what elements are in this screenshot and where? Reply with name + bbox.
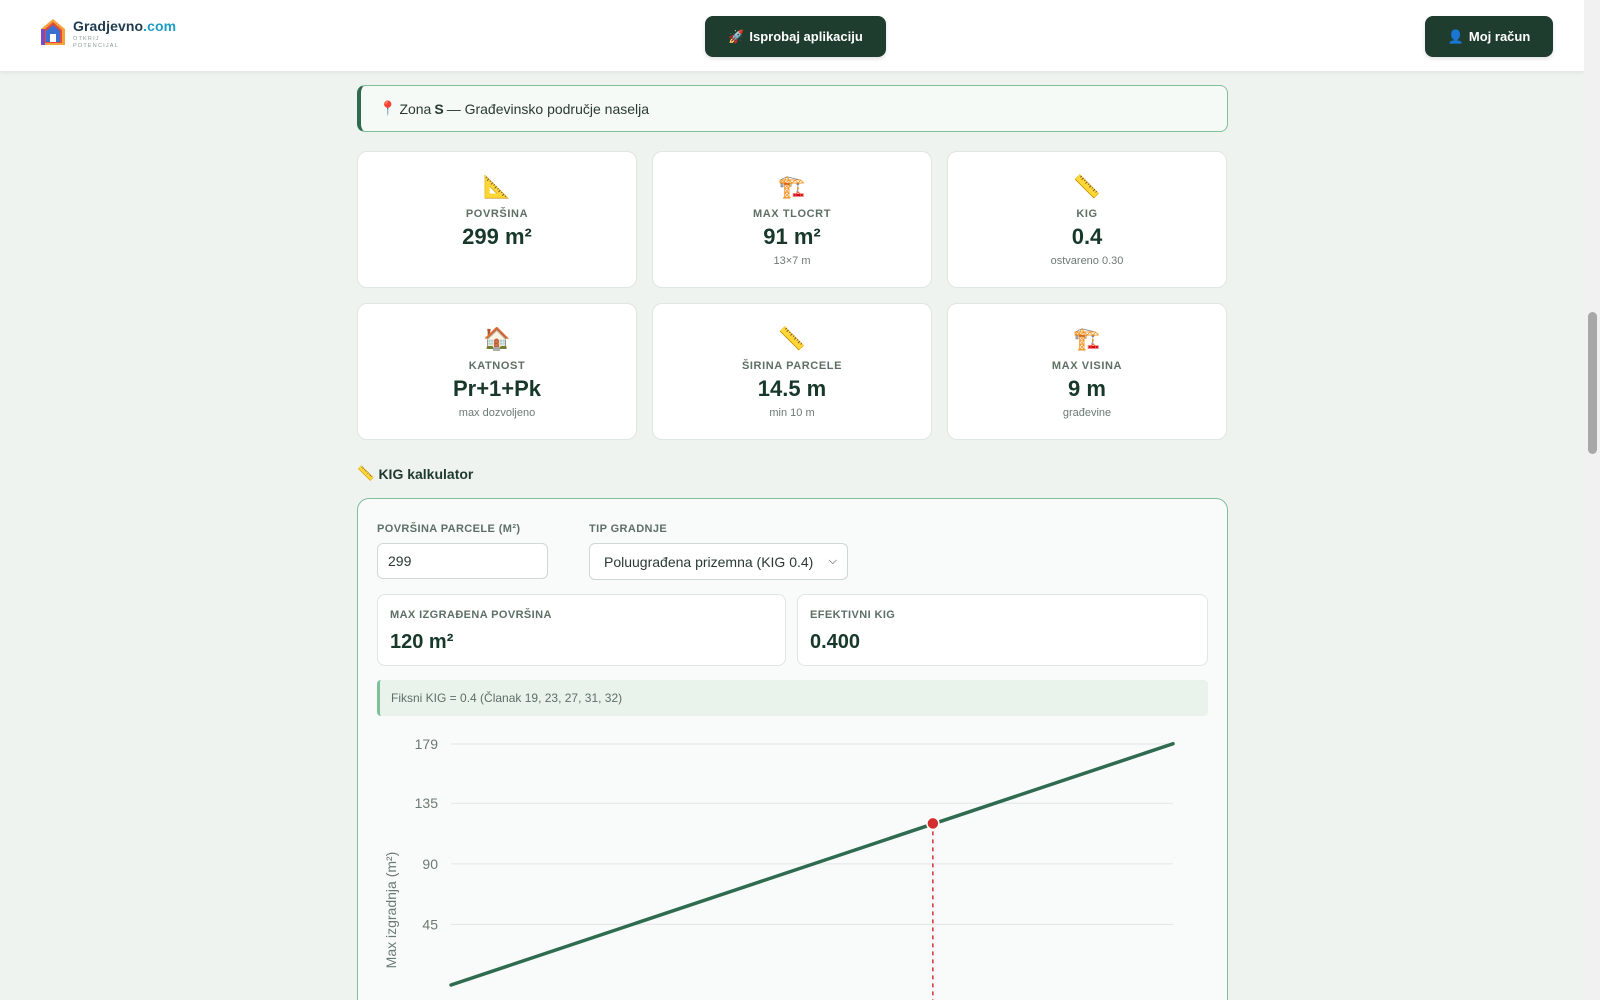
zone-description: — Građevinsko područje naselja bbox=[446, 100, 650, 117]
area-field-label: POVRŠINA PARCELE (M²) bbox=[377, 523, 521, 535]
stat-card-kig: 📏 KIG 0.4 ostvareno 0.30 bbox=[947, 151, 1227, 288]
house-logo-icon bbox=[41, 19, 65, 45]
calculator-title: KIG kalkulator bbox=[378, 465, 474, 482]
building-type-value: Poluugrađena prizemna (KIG 0.4) bbox=[604, 553, 814, 570]
chart-y-tick-label: 135 bbox=[415, 795, 439, 811]
house-icon: 🏠 bbox=[483, 326, 511, 351]
ruler-icon: 📏 bbox=[1073, 174, 1101, 199]
stat-value: 9 m bbox=[1068, 376, 1106, 401]
logo-name: Gradjevno bbox=[73, 18, 144, 34]
top-nav: Gradjevno.com OTKRIJ POTENCIJAL 🚀 Isproba… bbox=[0, 0, 1584, 72]
stat-label: KATNOST bbox=[468, 360, 526, 372]
stat-sub: ostvareno 0.30 bbox=[1050, 255, 1124, 267]
scrollbar-thumb[interactable] bbox=[1588, 312, 1597, 454]
stat-value: 91 m² bbox=[763, 224, 821, 249]
kig-note: Fiksni KIG = 0.4 (Članak 19, 23, 27, 31,… bbox=[377, 680, 1208, 716]
chart-y-tick-label: 45 bbox=[422, 916, 438, 932]
zone-prefix: Zona bbox=[399, 100, 432, 117]
zone-code: S bbox=[434, 100, 444, 117]
stat-label: ŠIRINA PARCELE bbox=[741, 360, 843, 372]
logo-tagline-1: OTKRIJ bbox=[73, 36, 100, 42]
stat-value: 0.4 bbox=[1071, 224, 1103, 249]
chart-marker-point bbox=[926, 816, 940, 831]
area-input[interactable]: 299 bbox=[377, 543, 548, 579]
stat-sub: max dozvoljeno bbox=[458, 407, 536, 419]
logo-domain: .com bbox=[143, 18, 177, 34]
effective-kig-value: 0.400 bbox=[810, 631, 861, 653]
triangle-ruler-icon: 📐 bbox=[483, 174, 511, 199]
calculator-heading: 📏 KIG kalkulator bbox=[357, 465, 473, 482]
kig-calculator: POVRŠINA PARCELE (M²) 299 TIP GRADNJE Po… bbox=[357, 498, 1228, 1000]
chart-series-line bbox=[449, 741, 1175, 987]
rocket-icon: 🚀 bbox=[728, 28, 745, 44]
account-button[interactable]: 👤 Moj račun bbox=[1425, 16, 1553, 57]
stat-sub: građevine bbox=[1062, 407, 1112, 419]
stat-card-area: 📐 POVRŠINA 299 m² bbox=[357, 151, 637, 288]
chart-y-tick-label: 90 bbox=[422, 856, 438, 872]
stat-value: 299 m² bbox=[462, 224, 532, 249]
chart-y-tick-label: 179 bbox=[415, 736, 439, 752]
chart-series bbox=[449, 741, 1175, 987]
stat-card-max-height: 🏗️ MAX VISINA 9 m građevine bbox=[947, 303, 1227, 440]
ruler-icon: 📏 bbox=[778, 326, 806, 351]
user-icon: 👤 bbox=[1447, 28, 1464, 44]
stat-label: MAX VISINA bbox=[1051, 360, 1123, 372]
chart-grid bbox=[451, 743, 1173, 925]
chart-y-ticks: 45 90 135 179 bbox=[415, 736, 439, 932]
stat-sub: min 10 m bbox=[769, 407, 815, 419]
stat-sub: 13×7 m bbox=[773, 255, 811, 267]
logo-tagline-2: POTENCIJAL bbox=[73, 43, 119, 49]
scrollbar-track[interactable] bbox=[1584, 0, 1600, 1000]
account-label: Moj račun bbox=[1468, 29, 1531, 44]
chart-marker-group bbox=[926, 816, 940, 1000]
stat-card-parcel-width: 📏 ŠIRINA PARCELE 14.5 m min 10 m bbox=[652, 303, 932, 440]
ruler-icon: 📏 bbox=[357, 465, 375, 481]
stat-value: Pr+1+Pk bbox=[452, 376, 542, 401]
stat-value: 14.5 m bbox=[757, 376, 827, 401]
crane-icon: 🏗️ bbox=[1073, 326, 1101, 351]
stat-label: KIG bbox=[1076, 208, 1098, 220]
type-field-label: TIP GRADNJE bbox=[589, 523, 668, 535]
stat-card-max-footprint: 🏗️ MAX TLOCRT 91 m² 13×7 m bbox=[652, 151, 932, 288]
crane-icon: 🏗️ bbox=[778, 174, 806, 199]
pin-icon: 📍 bbox=[379, 100, 397, 116]
chart-y-axis-label: Max izgradnja (m²) bbox=[383, 852, 399, 969]
effective-kig-label: EFEKTIVNI KIG bbox=[810, 609, 896, 621]
stat-label: MAX TLOCRT bbox=[752, 208, 832, 220]
try-app-button[interactable]: 🚀 Isprobaj aplikaciju bbox=[705, 16, 886, 57]
logo[interactable]: Gradjevno.com OTKRIJ POTENCIJAL bbox=[40, 18, 176, 50]
stat-label: POVRŠINA bbox=[465, 208, 529, 220]
max-built-area-value: 120 m² bbox=[390, 631, 454, 653]
chevron-down-icon: ⌵ bbox=[828, 555, 837, 567]
stat-card-floors: 🏠 KATNOST Pr+1+Pk max dozvoljeno bbox=[357, 303, 637, 440]
effective-kig-box: EFEKTIVNI KIG 0.400 bbox=[797, 594, 1208, 666]
try-app-label: Isprobaj aplikaciju bbox=[749, 29, 863, 44]
kig-chart: 45 90 135 179 Max izgradnja (m²) bbox=[383, 736, 1175, 1000]
area-input-value: 299 bbox=[388, 553, 412, 569]
max-built-area-label: MAX IZGRAĐENA POVRŠINA bbox=[390, 609, 552, 621]
zone-banner: 📍 Zona S — Građevinsko područje naselja bbox=[357, 85, 1228, 132]
max-built-area-box: MAX IZGRAĐENA POVRŠINA 120 m² bbox=[377, 594, 786, 666]
building-type-select[interactable]: Poluugrađena prizemna (KIG 0.4) ⌵ bbox=[589, 543, 848, 580]
